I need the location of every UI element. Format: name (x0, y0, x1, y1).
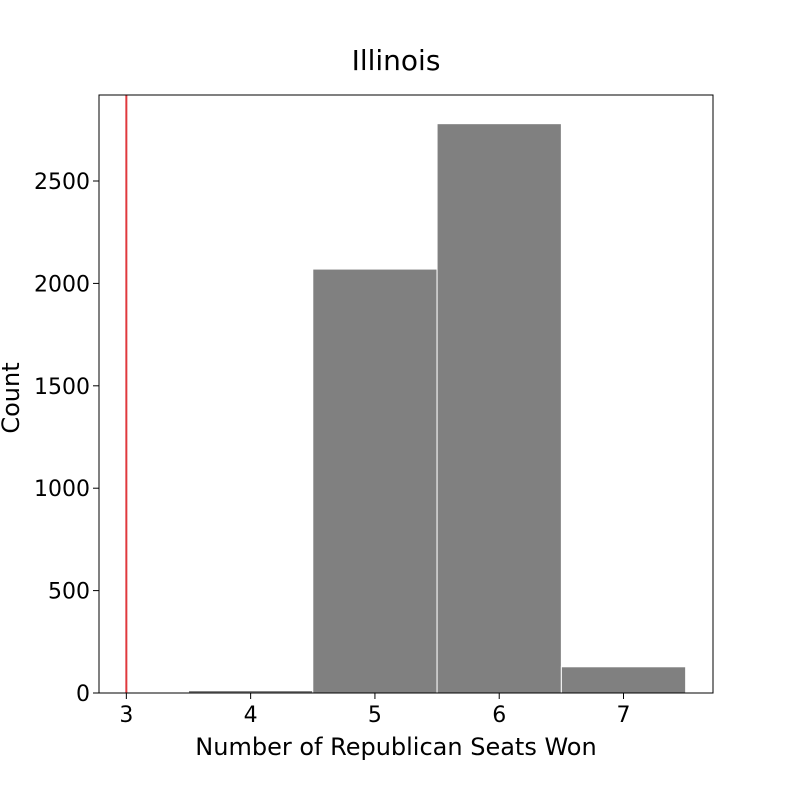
histogram-bar-5 (312, 268, 438, 694)
y-tick-label: 500 (48, 580, 90, 605)
x-tick-label: 6 (492, 703, 506, 728)
x-axis-label: Number of Republican Seats Won (195, 733, 596, 761)
histogram-bar-7 (560, 666, 687, 694)
plot-frame (98, 94, 714, 694)
x-tick-label: 4 (244, 703, 258, 728)
histogram-bar-6 (436, 123, 562, 694)
x-tick-label: 3 (119, 703, 133, 728)
y-tick-label: 1500 (34, 375, 90, 400)
bars-layer (187, 123, 687, 694)
x-ticks: 3 4 5 6 7 (119, 693, 631, 728)
x-tick-label: 7 (617, 703, 631, 728)
y-tick-label: 2000 (34, 272, 90, 297)
x-tick-label: 5 (368, 703, 382, 728)
y-tick-label: 1000 (34, 477, 90, 502)
y-axis-label: Count (0, 362, 25, 433)
y-ticks: 0 500 1000 1500 2000 2500 (34, 170, 99, 707)
y-tick-label: 0 (76, 682, 90, 707)
y-tick-label: 2500 (34, 170, 90, 195)
chart-title: Illinois (352, 44, 441, 77)
